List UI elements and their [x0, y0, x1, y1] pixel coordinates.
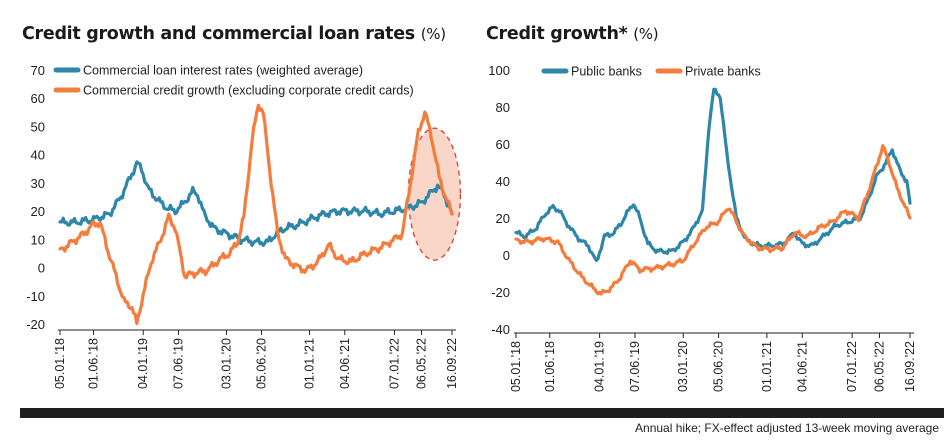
- left-x-tick-label: 07.01.'22: [387, 338, 401, 389]
- right-x-tick-label: 05.01.'18: [509, 341, 523, 392]
- right-x-tick-label: 01.06.'18: [543, 341, 557, 392]
- right-chart-svg: -40 -20 0 20 40 60 80 100 05.01.'18 01.06.'18 04.0…: [488, 63, 917, 392]
- right-x-tick-label: 06.05.'22: [872, 341, 886, 392]
- right-y-tick-label: 40: [496, 174, 510, 189]
- left-x-tick-label: 04.06.'21: [338, 338, 352, 389]
- right-series-line-1: [514, 87, 912, 262]
- left-chart-panel: Credit growth and commercial loan rates …: [0, 0, 470, 405]
- right-y-tick-label: -20: [491, 285, 510, 300]
- right-x-tick-label: 07.06.'19: [628, 341, 642, 392]
- right-y-tick-label: 20: [496, 211, 510, 226]
- left-y-tick-label: 60: [31, 91, 45, 106]
- footer-bar: [20, 408, 944, 418]
- right-y-tick-label: 0: [503, 248, 510, 263]
- right-x-tick-label: 07.01.'22: [845, 341, 859, 392]
- left-chart-title-unit: (%): [420, 25, 446, 43]
- right-x-tick-label: 16.09.'22: [903, 341, 917, 392]
- left-series-line-1: [58, 160, 454, 247]
- right-chart-title-unit: (%): [633, 25, 659, 43]
- left-y-tick-label: 20: [31, 204, 45, 219]
- left-highlight-ellipse: [407, 127, 462, 261]
- left-y-tick-label: 40: [31, 148, 45, 163]
- left-x-tick-label: 03.01.'20: [219, 338, 233, 389]
- right-chart-title-text: Credit growth*: [486, 24, 628, 44]
- right-chart-title: Credit growth* (%): [486, 24, 659, 44]
- left-y-tick-label: 50: [31, 119, 45, 134]
- left-y-tick-label: -20: [26, 317, 45, 332]
- left-y-tick-label: 0: [38, 261, 45, 276]
- left-x-tick-label: 05.06.'20: [255, 338, 269, 389]
- right-chart-panel: Credit growth* (%) -40 -20 0 20 40 60 80 100 05.…: [478, 0, 949, 405]
- left-y-tick-label: 10: [31, 232, 45, 247]
- right-x-tick-label: 01.01.'21: [760, 341, 774, 392]
- left-x-tick-label: 01.01.'21: [303, 338, 317, 389]
- left-x-tick-label: 07.06.'19: [171, 338, 185, 389]
- left-y-tick-label: 70: [31, 63, 45, 78]
- left-y-tick-label: 30: [31, 176, 45, 191]
- right-legend-label-1: Public banks: [571, 65, 642, 79]
- right-x-tick-label: 04.06.'21: [795, 341, 809, 392]
- left-y-tick-label: -10: [26, 289, 45, 304]
- right-y-tick-label: 100: [488, 63, 510, 78]
- left-chart-title: Credit growth and commercial loan rates …: [22, 24, 446, 44]
- left-x-tick-label: 04.01.'19: [136, 338, 150, 389]
- right-legend-label-2: Private banks: [685, 65, 761, 79]
- right-x-tick-label: 05.06.'20: [712, 341, 726, 392]
- right-x-tick-label: 03.01.'20: [676, 341, 690, 392]
- left-x-tick-label: 16.09.'22: [445, 338, 459, 389]
- right-series-line-2: [514, 144, 912, 296]
- left-legend-label-2: Commercial credit growth (excluding corp…: [83, 84, 414, 98]
- left-x-tick-label: 05.01.'18: [53, 338, 67, 389]
- left-series-line-2: [58, 103, 454, 326]
- footnote: Annual hike; FX-effect adjusted 13-week …: [635, 421, 939, 435]
- left-x-tick-label: 06.05.'22: [415, 338, 429, 389]
- right-y-tick-label: 60: [496, 137, 510, 152]
- right-y-tick-label: -40: [491, 322, 510, 337]
- left-chart-title-text: Credit growth and commercial loan rates: [22, 24, 415, 44]
- right-x-tick-label: 04.01.'19: [593, 341, 607, 392]
- right-y-tick-label: 80: [496, 100, 510, 115]
- left-chart-svg: -20 -10 0 10 20 30 40 50 60 70 05.01.'18 01.06.'18 0…: [26, 63, 462, 389]
- left-legend-label-1: Commercial loan interest rates (weighted…: [83, 64, 363, 78]
- left-x-tick-label: 01.06.'18: [87, 338, 101, 389]
